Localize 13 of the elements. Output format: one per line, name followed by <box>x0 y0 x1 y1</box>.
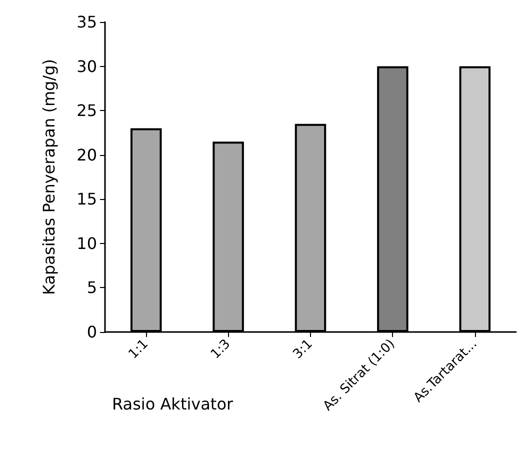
y-tick-label: 5 <box>86 278 97 298</box>
y-tick-label: 25 <box>76 101 97 120</box>
x-tick-label: 3:1 <box>290 336 316 362</box>
x-tick-label: 1:3 <box>208 336 234 362</box>
y-tick-label: 20 <box>76 145 97 164</box>
y-tick-label: 0 <box>86 322 97 342</box>
y-tick-label: 10 <box>76 234 97 253</box>
y-tick-label: 35 <box>76 12 97 32</box>
x-tick-label: 1:1 <box>126 336 152 362</box>
x-axis-title: Rasio Aktivator <box>112 394 234 414</box>
y-axis-title: Kapasitas Penyerapan (mg/g) <box>40 59 58 295</box>
y-tick-label: 30 <box>76 56 97 76</box>
y-tick-label: 15 <box>76 190 97 209</box>
